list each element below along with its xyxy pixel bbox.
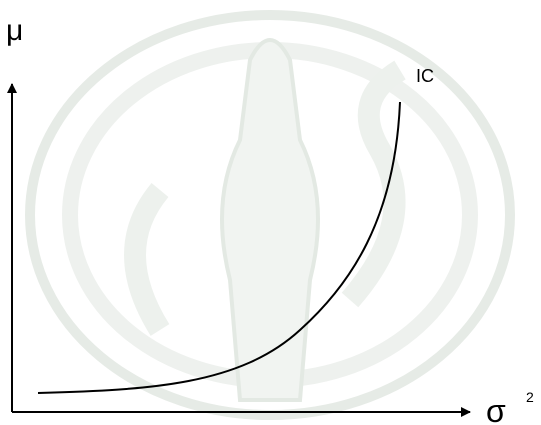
watermark — [25, 10, 515, 420]
watermark-figure — [220, 38, 320, 402]
x-axis-superscript: 2 — [526, 389, 534, 405]
x-axis-label: σ — [486, 393, 506, 425]
curve-label: IC — [416, 66, 434, 86]
watermark-naga — [124, 182, 170, 336]
watermark-ring — [25, 10, 515, 420]
y-axis-label: μ — [6, 14, 23, 47]
indifference-curve — [37, 101, 401, 394]
watermark-naga — [341, 60, 407, 308]
